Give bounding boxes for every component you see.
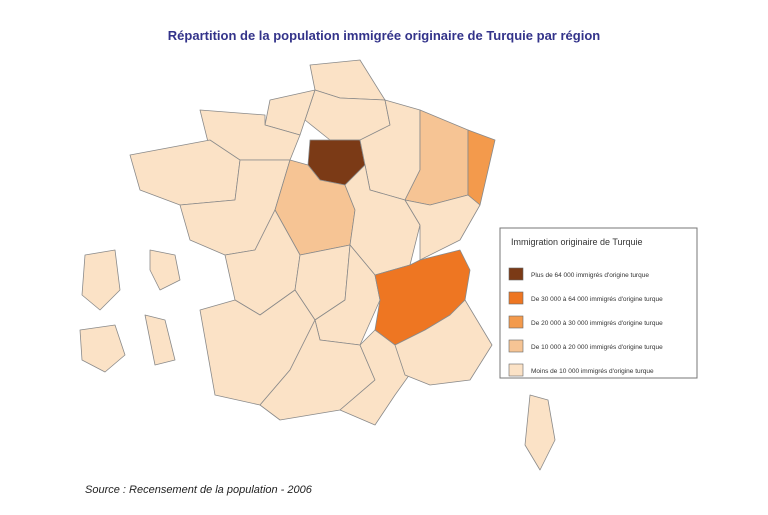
legend-swatch [508, 363, 524, 377]
legend-label: De 20 000 à 30 000 immigrés d'origine tu… [531, 320, 663, 327]
legend-swatch [508, 267, 524, 281]
legend-swatch [508, 291, 524, 305]
legend-box [499, 227, 698, 379]
legend-swatch [508, 315, 524, 329]
legend-label: Plus de 64 000 immigrés d'origine turque [531, 272, 649, 279]
region [524, 394, 556, 471]
region [394, 299, 493, 386]
region [149, 249, 181, 291]
source-note: Source : Recensement de la population - … [85, 484, 313, 496]
legend-swatch [508, 339, 524, 353]
region [404, 194, 481, 261]
regions [79, 59, 556, 471]
legend-title: Immigration originaire de Turquie [511, 237, 643, 247]
legend-label: Moins de 10 000 immigrés d'origine turqu… [531, 368, 654, 375]
legend-label: De 30 000 à 64 000 immigrés d'origine tu… [531, 296, 663, 303]
region [344, 164, 421, 276]
region [81, 249, 121, 311]
legend-label: De 10 000 à 20 000 immigrés d'origine tu… [531, 344, 663, 351]
region [79, 324, 126, 373]
region [264, 89, 316, 136]
region [144, 314, 176, 366]
legend: Immigration originaire de Turquie Plus d… [499, 227, 698, 379]
map-title: Répartition de la population immigrée or… [168, 28, 600, 43]
